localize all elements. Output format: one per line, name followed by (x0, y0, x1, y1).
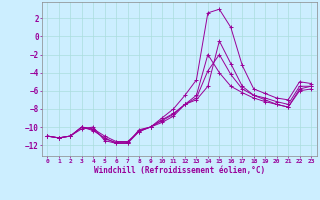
X-axis label: Windchill (Refroidissement éolien,°C): Windchill (Refroidissement éolien,°C) (94, 166, 265, 175)
